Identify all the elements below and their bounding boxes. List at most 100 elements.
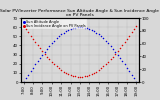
Sun Incidence Angle on PV Panels: [97, 69, 100, 71]
Sun Altitude Angle: [105, 40, 107, 42]
Sun Incidence Angle on PV Panels: [135, 25, 138, 26]
Sun Incidence Angle on PV Panels: [116, 50, 119, 52]
Sun Incidence Angle on PV Panels: [41, 50, 44, 52]
Sun Incidence Angle on PV Panels: [22, 25, 25, 26]
Sun Altitude Angle: [74, 27, 77, 28]
Sun Altitude Angle: [135, 81, 138, 83]
Sun Incidence Angle on PV Panels: [100, 68, 102, 69]
Sun Incidence Angle on PV Panels: [29, 35, 32, 36]
Sun Incidence Angle on PV Panels: [60, 69, 63, 71]
Sun Altitude Angle: [102, 38, 105, 39]
Sun Incidence Angle on PV Panels: [67, 73, 70, 75]
Sun Altitude Angle: [83, 27, 86, 28]
Sun Altitude Angle: [32, 67, 34, 69]
Sun Altitude Angle: [93, 30, 95, 32]
Sun Altitude Angle: [107, 42, 109, 44]
Sun Altitude Angle: [81, 26, 84, 28]
Sun Incidence Angle on PV Panels: [109, 59, 112, 60]
Sun Altitude Angle: [36, 60, 39, 62]
Sun Incidence Angle on PV Panels: [36, 44, 39, 46]
Sun Incidence Angle on PV Panels: [107, 61, 109, 63]
Sun Incidence Angle on PV Panels: [72, 75, 74, 77]
Sun Altitude Angle: [53, 40, 55, 42]
Sun Incidence Angle on PV Panels: [102, 66, 105, 67]
Sun Altitude Angle: [34, 64, 37, 65]
Sun Incidence Angle on PV Panels: [44, 53, 46, 55]
Sun Incidence Angle on PV Panels: [53, 63, 55, 65]
Sun Altitude Angle: [41, 54, 44, 55]
Sun Altitude Angle: [22, 81, 25, 83]
Sun Altitude Angle: [86, 27, 88, 29]
Title: Solar PV/Inverter Performance Sun Altitude Angle & Sun Incidence Angle on PV Pan: Solar PV/Inverter Performance Sun Altitu…: [0, 9, 160, 17]
Sun Altitude Angle: [46, 48, 48, 49]
Sun Altitude Angle: [119, 57, 121, 58]
Sun Altitude Angle: [48, 45, 51, 47]
Sun Altitude Angle: [97, 34, 100, 35]
Sun Altitude Angle: [62, 32, 65, 34]
Sun Altitude Angle: [67, 29, 70, 31]
Sun Altitude Angle: [95, 32, 98, 34]
Sun Incidence Angle on PV Panels: [114, 53, 116, 55]
Sun Incidence Angle on PV Panels: [95, 71, 98, 72]
Sun Incidence Angle on PV Panels: [88, 74, 91, 76]
Sun Altitude Angle: [121, 60, 124, 62]
Sun Incidence Angle on PV Panels: [86, 75, 88, 77]
Sun Incidence Angle on PV Panels: [34, 41, 37, 43]
Sun Incidence Angle on PV Panels: [58, 68, 60, 69]
Sun Altitude Angle: [90, 29, 93, 31]
Sun Incidence Angle on PV Panels: [90, 73, 93, 75]
Sun Incidence Angle on PV Panels: [133, 28, 135, 30]
Sun Altitude Angle: [114, 51, 116, 52]
Sun Altitude Angle: [58, 36, 60, 37]
Sun Incidence Angle on PV Panels: [105, 63, 107, 65]
Sun Altitude Angle: [25, 78, 27, 79]
Sun Altitude Angle: [130, 74, 133, 76]
Sun Altitude Angle: [100, 36, 102, 37]
Sun Altitude Angle: [128, 70, 131, 72]
Sun Altitude Angle: [88, 28, 91, 30]
Sun Incidence Angle on PV Panels: [32, 38, 34, 40]
Sun Altitude Angle: [109, 45, 112, 47]
Sun Incidence Angle on PV Panels: [79, 76, 81, 78]
Sun Altitude Angle: [51, 42, 53, 44]
Sun Incidence Angle on PV Panels: [48, 59, 51, 60]
Sun Incidence Angle on PV Panels: [62, 71, 65, 72]
Sun Altitude Angle: [44, 51, 46, 52]
Sun Incidence Angle on PV Panels: [76, 76, 79, 78]
Sun Incidence Angle on PV Panels: [27, 32, 30, 33]
Sun Altitude Angle: [60, 34, 63, 35]
Sun Incidence Angle on PV Panels: [81, 76, 84, 78]
Sun Incidence Angle on PV Panels: [93, 72, 95, 74]
Sun Altitude Angle: [116, 54, 119, 55]
Sun Incidence Angle on PV Panels: [46, 56, 48, 58]
Sun Incidence Angle on PV Panels: [123, 41, 126, 43]
Sun Incidence Angle on PV Panels: [83, 76, 86, 77]
Sun Altitude Angle: [27, 74, 30, 76]
Sun Incidence Angle on PV Panels: [65, 72, 67, 74]
Sun Incidence Angle on PV Panels: [119, 48, 121, 49]
Sun Altitude Angle: [65, 30, 67, 32]
Sun Altitude Angle: [69, 28, 72, 30]
Sun Incidence Angle on PV Panels: [25, 28, 27, 30]
Sun Incidence Angle on PV Panels: [74, 76, 77, 77]
Sun Incidence Angle on PV Panels: [126, 38, 128, 40]
Sun Altitude Angle: [112, 48, 114, 49]
Sun Altitude Angle: [72, 27, 74, 29]
Sun Altitude Angle: [76, 26, 79, 28]
Sun Altitude Angle: [29, 70, 32, 72]
Sun Incidence Angle on PV Panels: [55, 66, 58, 67]
Sun Incidence Angle on PV Panels: [128, 35, 131, 36]
Sun Incidence Angle on PV Panels: [51, 61, 53, 63]
Sun Altitude Angle: [123, 64, 126, 65]
Sun Incidence Angle on PV Panels: [39, 48, 41, 49]
Sun Altitude Angle: [133, 78, 135, 79]
Sun Altitude Angle: [126, 67, 128, 69]
Sun Incidence Angle on PV Panels: [121, 44, 124, 46]
Sun Incidence Angle on PV Panels: [69, 74, 72, 76]
Sun Altitude Angle: [39, 57, 41, 58]
Sun Incidence Angle on PV Panels: [112, 56, 114, 58]
Sun Altitude Angle: [79, 26, 81, 28]
Sun Incidence Angle on PV Panels: [130, 32, 133, 33]
Sun Altitude Angle: [55, 38, 58, 39]
Legend: Sun Altitude Angle, Sun Incidence Angle on PV Panels: Sun Altitude Angle, Sun Incidence Angle …: [21, 19, 87, 29]
